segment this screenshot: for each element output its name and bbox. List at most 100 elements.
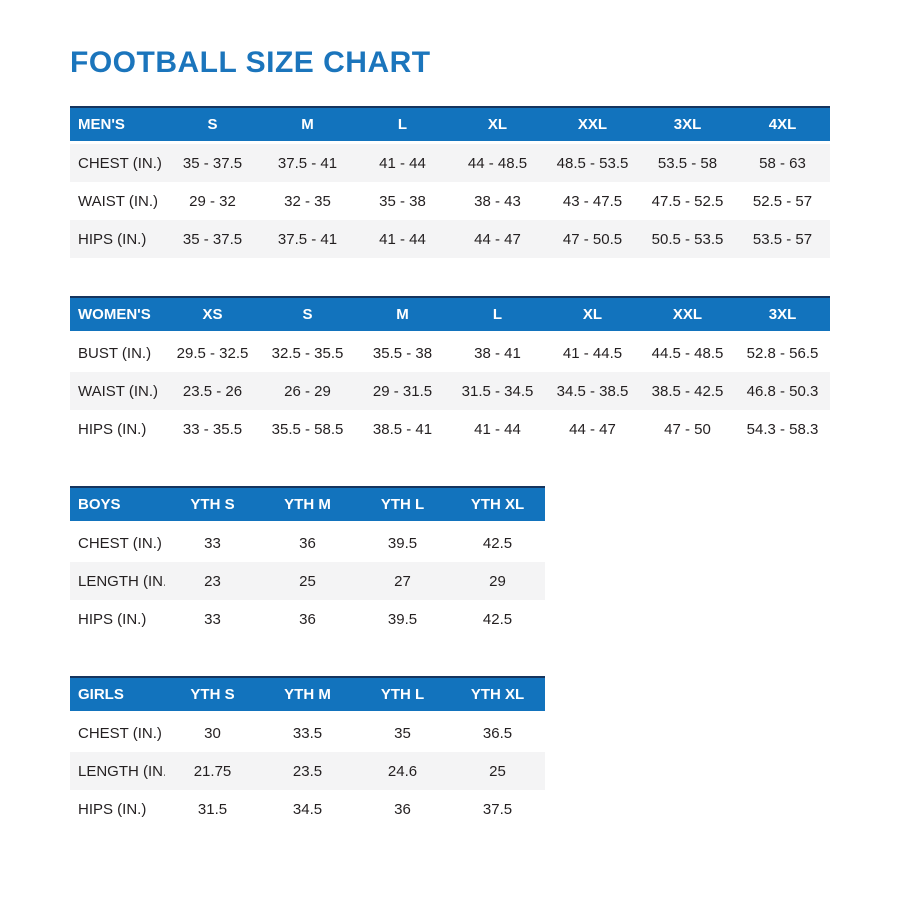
column-header: 3XL (640, 106, 735, 144)
column-header: XXL (640, 296, 735, 334)
row-label: LENGTH (IN.) (70, 752, 165, 790)
cell: 41 - 44 (355, 144, 450, 182)
cell: 33.5 (260, 714, 355, 752)
row-label: HIPS (IN.) (70, 600, 165, 638)
cell: 44 - 47 (450, 220, 545, 258)
cell: 25 (260, 562, 355, 600)
cell: 34.5 (260, 790, 355, 828)
column-header: YTH L (355, 676, 450, 714)
column-header: YTH M (260, 676, 355, 714)
cell: 32 - 35 (260, 182, 355, 220)
table-category-label: MEN'S (70, 106, 165, 144)
table-row: LENGTH (IN.) 21.75 23.5 24.6 25 (70, 752, 545, 790)
cell: 41 - 44.5 (545, 334, 640, 372)
cell: 53.5 - 58 (640, 144, 735, 182)
column-header: YTH XL (450, 676, 545, 714)
cell: 36.5 (450, 714, 545, 752)
row-label: LENGTH (IN.) (70, 562, 165, 600)
column-header: YTH M (260, 486, 355, 524)
cell: 47 - 50.5 (545, 220, 640, 258)
row-label: HIPS (IN.) (70, 220, 165, 258)
size-table-womens: WOMEN'S XS S M L XL XXL 3XL BUST (IN.) 29.5 - 32.… (70, 296, 830, 448)
cell: 58 - 63 (735, 144, 830, 182)
cell: 29 - 32 (165, 182, 260, 220)
cell: 52.8 - 56.5 (735, 334, 830, 372)
size-table-boys: BOYS YTH S YTH M YTH L YTH XL CHEST (IN.) 33 36… (70, 486, 545, 638)
tables-container: MEN'S S M L XL XXL 3XL 4XL CHEST (IN.) 35 - 37.5 3… (70, 106, 830, 828)
cell: 31.5 (165, 790, 260, 828)
table-row: CHEST (IN.) 35 - 37.5 37.5 - 41 41 - 44 44 -… (70, 144, 830, 182)
row-label: WAIST (IN.) (70, 182, 165, 220)
cell: 50.5 - 53.5 (640, 220, 735, 258)
row-label: CHEST (IN.) (70, 144, 165, 182)
cell: 37.5 - 41 (260, 220, 355, 258)
header-row: GIRLS YTH S YTH M YTH L YTH XL (70, 676, 545, 714)
cell: 52.5 - 57 (735, 182, 830, 220)
cell: 27 (355, 562, 450, 600)
cell: 44.5 - 48.5 (640, 334, 735, 372)
row-label: CHEST (IN.) (70, 714, 165, 752)
cell: 54.3 - 58.3 (735, 410, 830, 448)
cell: 38.5 - 42.5 (640, 372, 735, 410)
cell: 32.5 - 35.5 (260, 334, 355, 372)
cell: 46.8 - 50.3 (735, 372, 830, 410)
row-label: WAIST (IN.) (70, 372, 165, 410)
cell: 23.5 (260, 752, 355, 790)
table-row: BUST (IN.) 29.5 - 32.5 32.5 - 35.5 35.5 - 3… (70, 334, 830, 372)
cell: 24.6 (355, 752, 450, 790)
cell: 48.5 - 53.5 (545, 144, 640, 182)
size-table-girls: GIRLS YTH S YTH M YTH L YTH XL CHEST (IN.) 30 3… (70, 676, 545, 828)
column-header: XL (545, 296, 640, 334)
cell: 53.5 - 57 (735, 220, 830, 258)
cell: 23.5 - 26 (165, 372, 260, 410)
cell: 47 - 50 (640, 410, 735, 448)
table-row: HIPS (IN.) 33 36 39.5 42.5 (70, 600, 545, 638)
cell: 44 - 47 (545, 410, 640, 448)
row-label: BUST (IN.) (70, 334, 165, 372)
cell: 38.5 - 41 (355, 410, 450, 448)
cell: 35 (355, 714, 450, 752)
column-header: S (165, 106, 260, 144)
column-header: XXL (545, 106, 640, 144)
column-header: YTH S (165, 486, 260, 524)
header-row: BOYS YTH S YTH M YTH L YTH XL (70, 486, 545, 524)
table-row: WAIST (IN.) 23.5 - 26 26 - 29 29 - 31.5 31.5… (70, 372, 830, 410)
cell: 41 - 44 (355, 220, 450, 258)
cell: 42.5 (450, 524, 545, 562)
cell: 33 (165, 600, 260, 638)
cell: 29 (450, 562, 545, 600)
cell: 41 - 44 (450, 410, 545, 448)
cell: 36 (355, 790, 450, 828)
row-label: HIPS (IN.) (70, 790, 165, 828)
column-header: M (260, 106, 355, 144)
cell: 38 - 43 (450, 182, 545, 220)
table-row: HIPS (IN.) 33 - 35.5 35.5 - 58.5 38.5 - 41 4… (70, 410, 830, 448)
cell: 39.5 (355, 600, 450, 638)
cell: 37.5 - 41 (260, 144, 355, 182)
table-category-label: GIRLS (70, 676, 165, 714)
cell: 44 - 48.5 (450, 144, 545, 182)
cell: 33 (165, 524, 260, 562)
table-row: HIPS (IN.) 31.5 34.5 36 37.5 (70, 790, 545, 828)
cell: 37.5 (450, 790, 545, 828)
size-table-mens: MEN'S S M L XL XXL 3XL 4XL CHEST (IN.) 35 - 37.5 3… (70, 106, 830, 258)
cell: 35.5 - 58.5 (260, 410, 355, 448)
column-header: L (450, 296, 545, 334)
cell: 35.5 - 38 (355, 334, 450, 372)
header-row: WOMEN'S XS S M L XL XXL 3XL (70, 296, 830, 334)
column-header: S (260, 296, 355, 334)
column-header: XL (450, 106, 545, 144)
cell: 25 (450, 752, 545, 790)
column-header: YTH S (165, 676, 260, 714)
cell: 31.5 - 34.5 (450, 372, 545, 410)
table-category-label: BOYS (70, 486, 165, 524)
header-row: MEN'S S M L XL XXL 3XL 4XL (70, 106, 830, 144)
table-row: HIPS (IN.) 35 - 37.5 37.5 - 41 41 - 44 44 - … (70, 220, 830, 258)
cell: 21.75 (165, 752, 260, 790)
cell: 29.5 - 32.5 (165, 334, 260, 372)
column-header: M (355, 296, 450, 334)
cell: 35 - 37.5 (165, 220, 260, 258)
cell: 23 (165, 562, 260, 600)
column-header: YTH L (355, 486, 450, 524)
